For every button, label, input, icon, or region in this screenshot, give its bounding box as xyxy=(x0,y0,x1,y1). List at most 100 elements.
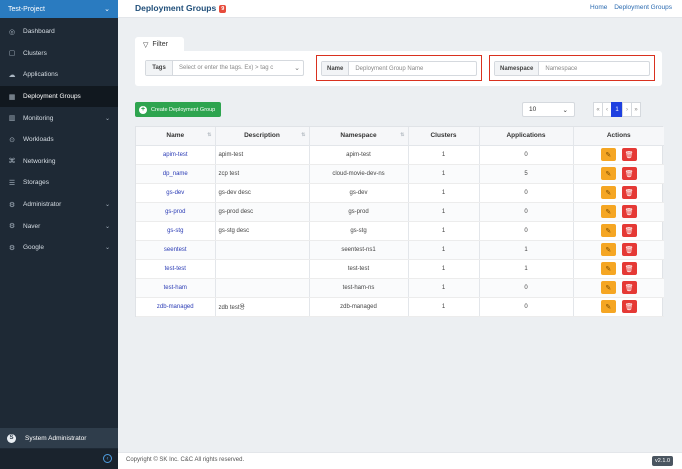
row-description: gs-prod desc xyxy=(215,202,310,222)
applications-icon: ☁ xyxy=(8,71,16,79)
sort-icon[interactable]: ⇅ xyxy=(207,132,212,138)
monitoring-icon: ▥ xyxy=(8,115,16,123)
filter-tab[interactable]: ▽ Filter xyxy=(135,37,184,52)
sidebar-footer: ‹ xyxy=(0,449,118,469)
row-actions: ✎ 🗑 xyxy=(573,221,664,241)
edit-icon[interactable]: ✎ xyxy=(600,167,616,180)
row-description xyxy=(215,259,310,279)
sidebar-item-label: Applications xyxy=(23,71,59,79)
row-name-link[interactable]: zdb-managed xyxy=(136,297,216,317)
sidebar-item-label: Administrator xyxy=(23,201,62,209)
edit-icon[interactable]: ✎ xyxy=(600,281,616,294)
row-name-link[interactable]: gs-prod xyxy=(136,202,216,222)
sidebar-item-administrator[interactable]: ⚙ Administrator ⌄ xyxy=(0,194,118,216)
column-name[interactable]: Name ⇅ xyxy=(136,127,216,146)
row-name-link[interactable]: apim-test xyxy=(136,145,216,165)
row-actions: ✎ 🗑 xyxy=(573,259,664,279)
tags-filter[interactable]: Tags Select or enter the tags. Ex) > tag… xyxy=(145,60,304,76)
delete-icon[interactable]: 🗑 xyxy=(621,186,637,199)
user-icon: S xyxy=(7,433,16,443)
row-name-link[interactable]: gs-dev xyxy=(136,183,216,203)
sidebar-item-naver[interactable]: ⚙ Naver ⌄ xyxy=(0,215,118,237)
sort-icon[interactable]: ⇅ xyxy=(301,132,306,138)
column-namespace[interactable]: Namespace ⇅ xyxy=(309,127,409,146)
edit-icon[interactable]: ✎ xyxy=(600,205,616,218)
sidebar-item-clusters[interactable]: ▢ Clusters xyxy=(0,43,118,65)
user-menu[interactable]: S System Administrator xyxy=(0,428,118,448)
row-actions: ✎ 🗑 xyxy=(573,202,664,222)
row-applications: 0 xyxy=(479,278,574,298)
delete-icon[interactable]: 🗑 xyxy=(621,224,637,237)
last-page-button[interactable]: » xyxy=(631,102,641,117)
delete-icon[interactable]: 🗑 xyxy=(621,148,637,161)
sidebar-nav: ◎ Dashboard ▢ Clusters ☁ Applications ▦ Deploym… xyxy=(0,21,118,259)
delete-icon[interactable]: 🗑 xyxy=(621,281,637,294)
delete-icon[interactable]: 🗑 xyxy=(621,167,637,180)
breadcrumb-home[interactable]: Home xyxy=(590,4,608,11)
row-clusters: 1 xyxy=(408,145,480,165)
column-description[interactable]: Description ⇅ xyxy=(215,127,310,146)
delete-icon[interactable]: 🗑 xyxy=(621,243,637,256)
table-row: test-ham test-ham-ns 1 0 ✎ 🗑 xyxy=(136,278,664,298)
google-icon: ⚙ xyxy=(8,244,16,252)
row-namespace: test-test xyxy=(309,259,409,279)
sidebar-item-monitoring[interactable]: ▥ Monitoring ⌄ xyxy=(0,107,118,129)
row-name-link[interactable]: seentest xyxy=(136,240,216,260)
row-name-link[interactable]: test-test xyxy=(136,259,216,279)
breadcrumb-current[interactable]: Deployment Groups xyxy=(614,4,672,11)
create-button-label: Create Deployment Group xyxy=(151,106,216,113)
edit-icon[interactable]: ✎ xyxy=(600,186,616,199)
edit-icon[interactable]: ✎ xyxy=(600,148,616,161)
namespace-filter[interactable]: Namespace Namespace xyxy=(494,61,650,76)
row-name-link[interactable]: gs-stg xyxy=(136,221,216,241)
row-applications: 0 xyxy=(479,221,574,241)
chevron-down-icon: ⌄ xyxy=(104,223,110,230)
edit-icon[interactable]: ✎ xyxy=(600,300,616,313)
name-input[interactable]: Deployment Group Name xyxy=(355,65,424,72)
namespace-filter-highlight: Namespace Namespace xyxy=(489,55,655,81)
delete-icon[interactable]: 🗑 xyxy=(621,262,637,275)
page-size-value: 10 xyxy=(529,106,537,113)
plus-icon: + xyxy=(139,105,147,114)
page-size-select[interactable]: 10 ⌄ xyxy=(522,102,575,117)
sort-icon[interactable]: ⇅ xyxy=(400,132,405,138)
namespace-input[interactable]: Namespace xyxy=(545,65,578,72)
create-deployment-group-button[interactable]: + Create Deployment Group xyxy=(135,102,221,117)
collapse-sidebar-icon[interactable]: ‹ xyxy=(103,454,112,463)
edit-icon[interactable]: ✎ xyxy=(600,224,616,237)
row-namespace: gs-dev xyxy=(309,183,409,203)
sidebar-item-networking[interactable]: ⌘ Networking xyxy=(0,151,118,173)
row-clusters: 1 xyxy=(408,202,480,222)
row-namespace: seentest-ns1 xyxy=(309,240,409,260)
row-applications: 0 xyxy=(479,297,574,317)
sidebar-item-workloads[interactable]: ⊙ Workloads xyxy=(0,129,118,151)
table-row: dp_name zcp test cloud-movie-dev-ns 1 5 ✎ 🗑 xyxy=(136,164,664,184)
edit-icon[interactable]: ✎ xyxy=(600,243,616,256)
column-applications: Applications xyxy=(479,127,574,146)
edit-icon[interactable]: ✎ xyxy=(600,262,616,275)
column-actions: Actions xyxy=(573,127,664,146)
delete-icon[interactable]: 🗑 xyxy=(621,205,637,218)
sidebar-item-label: Google xyxy=(23,244,44,252)
sidebar-item-dashboard[interactable]: ◎ Dashboard xyxy=(0,21,118,43)
row-description: gs-stg desc xyxy=(215,221,310,241)
sidebar-item-google[interactable]: ⚙ Google ⌄ xyxy=(0,237,118,259)
row-name-link[interactable]: test-ham xyxy=(136,278,216,298)
copyright: Copyright © SK Inc. C&C All rights reser… xyxy=(126,457,245,463)
sidebar-item-storages[interactable]: ☰ Storages xyxy=(0,172,118,194)
row-name-link[interactable]: dp_name xyxy=(136,164,216,184)
name-filter[interactable]: Name Deployment Group Name xyxy=(321,61,477,76)
main-content: ▽ Filter Tags Select or enter the tags. … xyxy=(118,18,682,452)
project-selector[interactable]: Test-Project ⌄ xyxy=(0,0,118,18)
storages-icon: ☰ xyxy=(8,179,16,187)
namespace-label: Namespace xyxy=(495,62,540,75)
chevron-down-icon[interactable]: ⌄ xyxy=(294,65,300,72)
row-clusters: 1 xyxy=(408,164,480,184)
deployment-groups-icon: ▦ xyxy=(8,93,16,101)
delete-icon[interactable]: 🗑 xyxy=(621,300,637,313)
sidebar-item-applications[interactable]: ☁ Applications xyxy=(0,64,118,86)
row-actions: ✎ 🗑 xyxy=(573,278,664,298)
tags-input[interactable]: Select or enter the tags. Ex) > tag c xyxy=(179,65,274,71)
row-applications: 0 xyxy=(479,145,574,165)
sidebar-item-deployment-groups[interactable]: ▦ Deployment Groups xyxy=(0,85,118,108)
